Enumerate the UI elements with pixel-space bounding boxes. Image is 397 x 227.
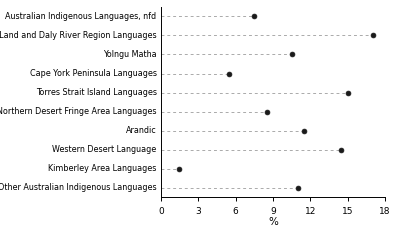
X-axis label: %: %	[268, 217, 278, 227]
